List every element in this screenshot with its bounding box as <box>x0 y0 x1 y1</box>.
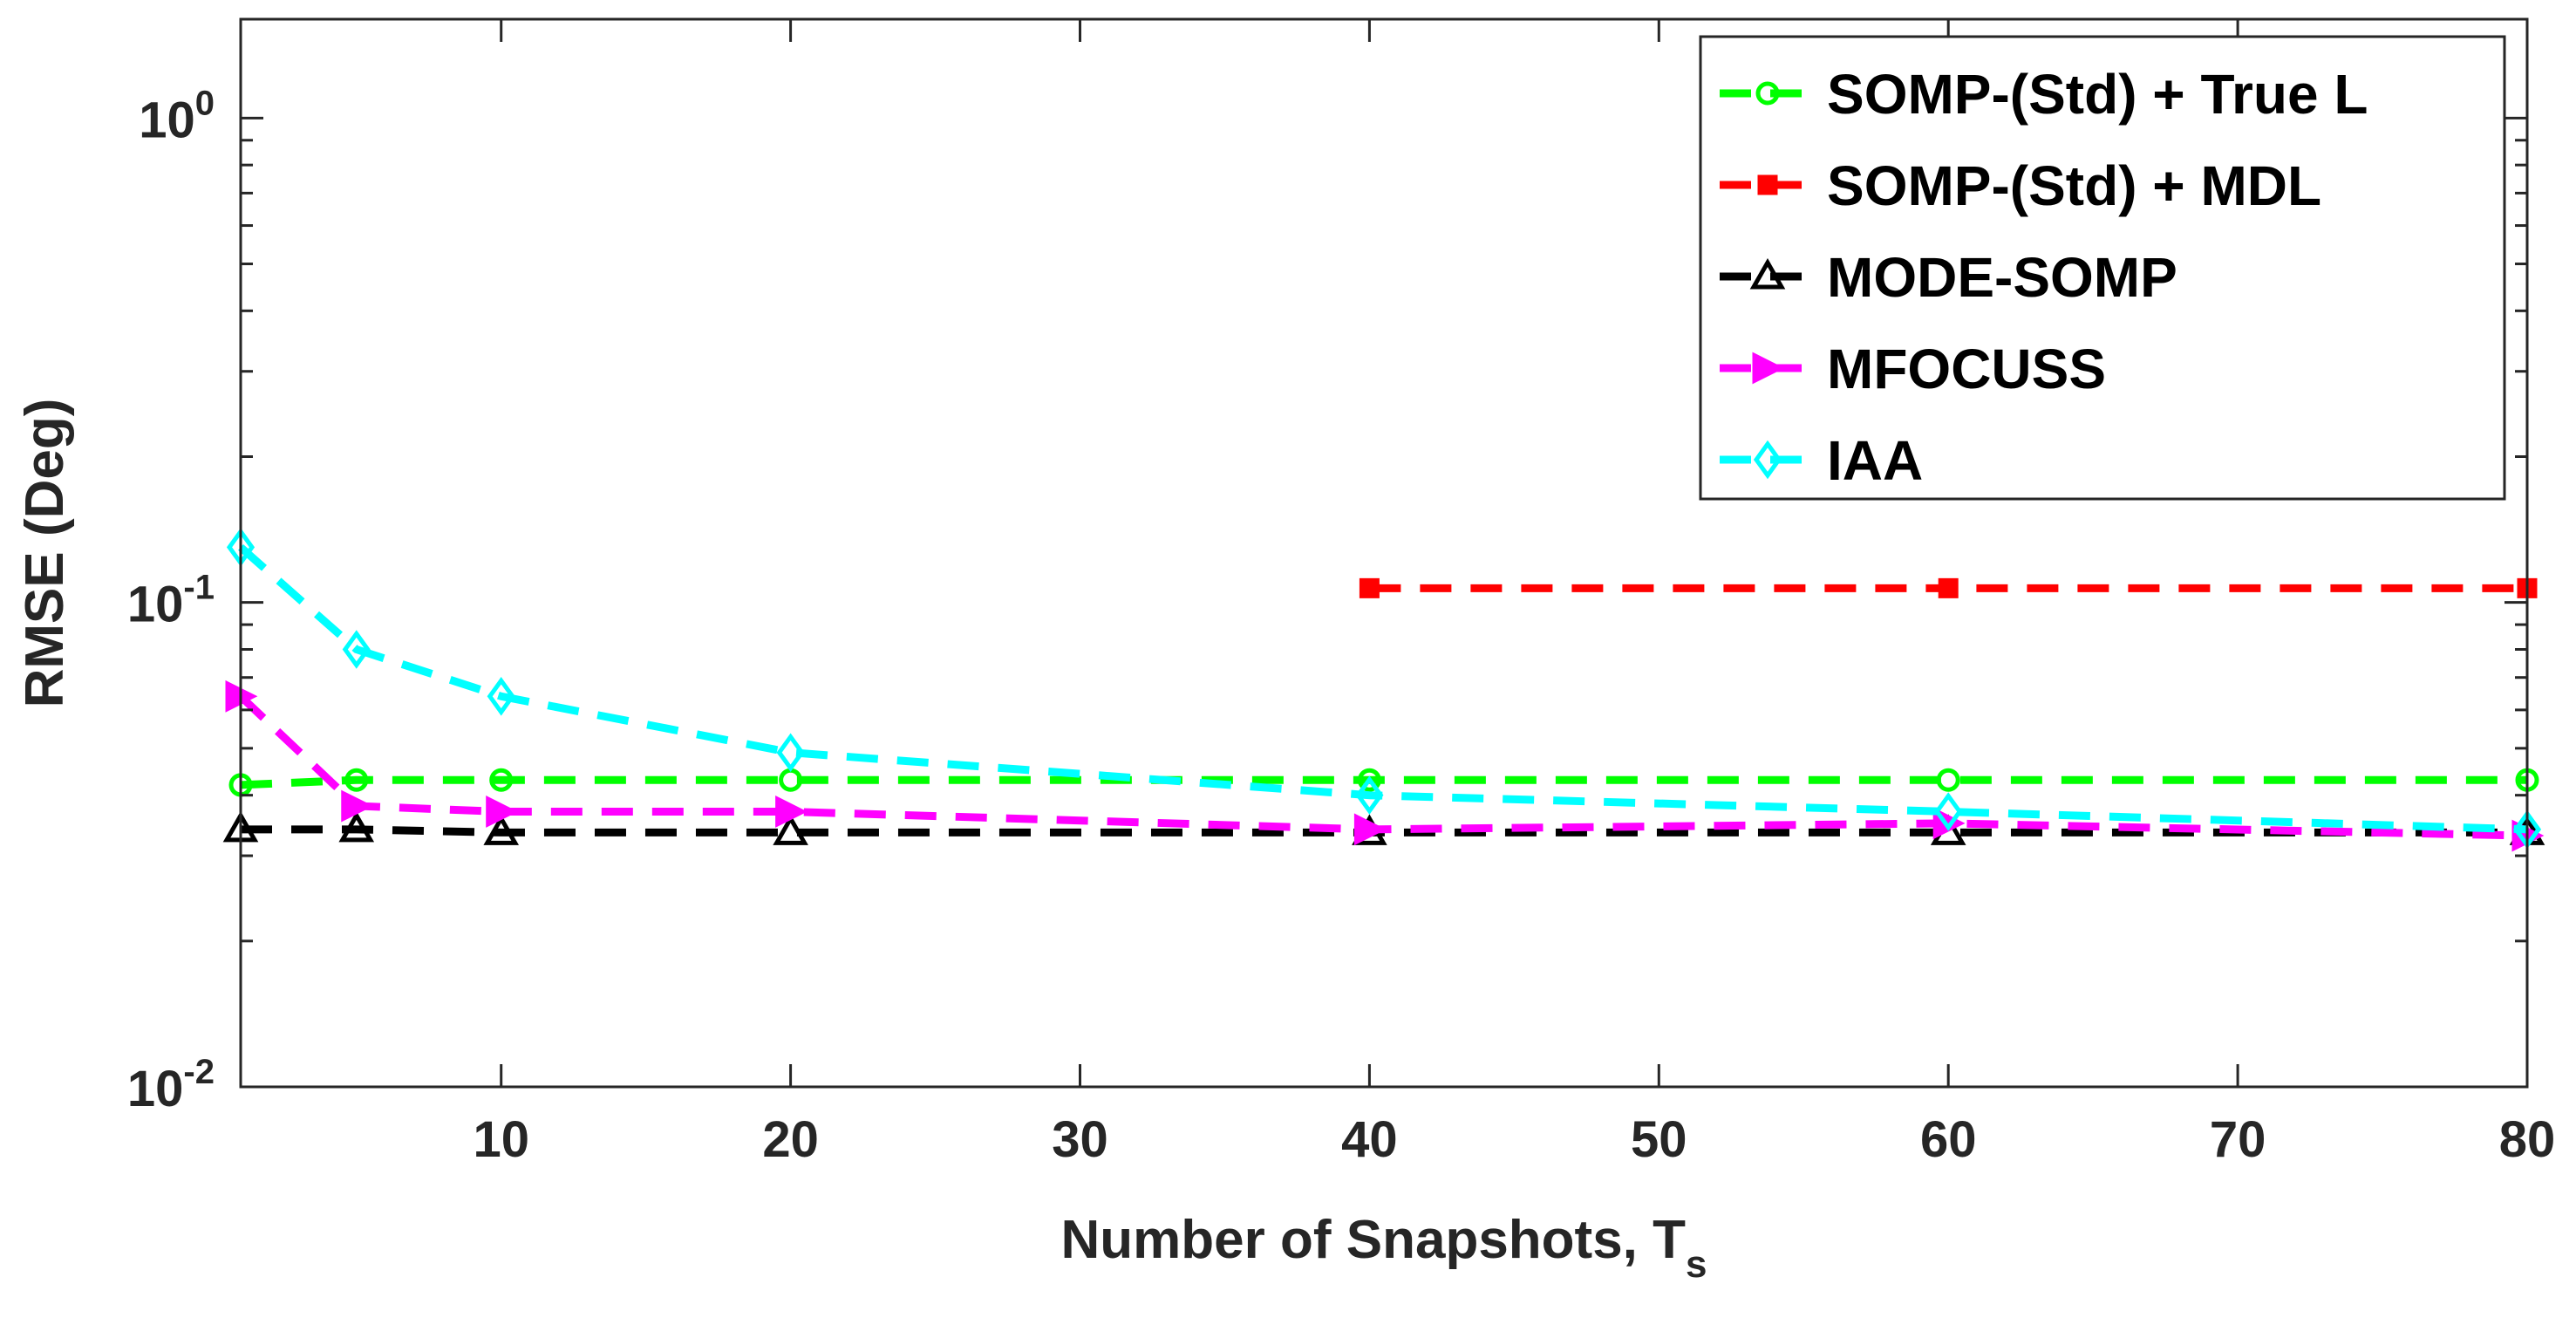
x-tick-label: 10 <box>473 1111 529 1168</box>
x-tick-label: 20 <box>762 1111 819 1168</box>
series-somp-std-mdl <box>1359 577 2538 598</box>
legend-marker <box>1749 257 1786 290</box>
data-point <box>1934 792 1963 831</box>
data-point <box>1355 775 1384 815</box>
series-line <box>238 544 2528 834</box>
y-tick-label: 100 <box>139 84 215 148</box>
data-point <box>486 796 519 828</box>
legend-marker <box>1757 174 1778 195</box>
axes-layer: 10 20 30 40 50 60 70 80 10-2 10-1 100 <box>127 19 2555 1168</box>
data-point <box>487 677 515 716</box>
legend-entry: IAA <box>1720 429 1923 492</box>
data-point <box>773 814 808 845</box>
legend-label: IAA <box>1827 429 1923 492</box>
data-point <box>489 768 514 792</box>
series-layer <box>222 528 2545 852</box>
x-tick-label: 80 <box>2499 1111 2556 1168</box>
legend-entry: MFOCUSS <box>1720 338 2106 400</box>
y-tick-label: 10-1 <box>127 569 215 633</box>
data-point <box>1938 577 1959 598</box>
legend-marker <box>1755 81 1780 106</box>
data-point <box>344 768 369 792</box>
data-point <box>1936 768 1960 792</box>
legend-entry: SOMP-(Std) + True L <box>1720 63 2368 126</box>
data-point <box>338 810 375 843</box>
legend-entry: SOMP-(Std) + MDL <box>1720 154 2321 217</box>
data-point <box>483 814 520 845</box>
data-point <box>342 630 371 669</box>
legend-label: MFOCUSS <box>1827 338 2106 400</box>
data-point <box>776 733 805 772</box>
legend-entry: MODE-SOMP <box>1720 246 2177 309</box>
legend-box <box>1699 35 2506 501</box>
data-point <box>1353 813 1387 846</box>
data-point <box>1359 577 1380 598</box>
series-line <box>241 825 2527 837</box>
data-point <box>775 796 808 828</box>
x-tick-label: 40 <box>1341 1111 1398 1168</box>
legend-label: SOMP-(Std) + MDL <box>1827 154 2321 217</box>
series-line <box>240 775 2527 789</box>
y-axis-label: RMSE (Deg) <box>15 399 75 708</box>
y-tick-label: 10-2 <box>127 1053 215 1117</box>
x-axis-label: Number of Snapshots, Ts <box>1061 1210 1707 1286</box>
data-point <box>341 789 374 823</box>
legend-marker <box>1752 352 1785 385</box>
legend-label: MODE-SOMP <box>1827 246 2177 309</box>
series-iaa <box>226 528 2542 850</box>
x-tick-label: 30 <box>1052 1111 1108 1168</box>
x-tick-label: 50 <box>1631 1111 1687 1168</box>
legend-marker <box>1753 440 1782 480</box>
series-somp-std-true-l <box>228 768 2539 797</box>
legend-label: SOMP-(Std) + True L <box>1827 63 2368 126</box>
legend: SOMP-(Std) + True L SOMP-(Std) + MDL MODE-… <box>1699 35 2506 501</box>
plot-area-frame <box>239 17 2529 1089</box>
series-mfocuss <box>225 679 2545 852</box>
data-point <box>1357 768 1381 792</box>
series-line <box>237 693 2528 840</box>
x-tick-label: 70 <box>2210 1111 2266 1168</box>
x-tick-label: 60 <box>1920 1111 1977 1168</box>
